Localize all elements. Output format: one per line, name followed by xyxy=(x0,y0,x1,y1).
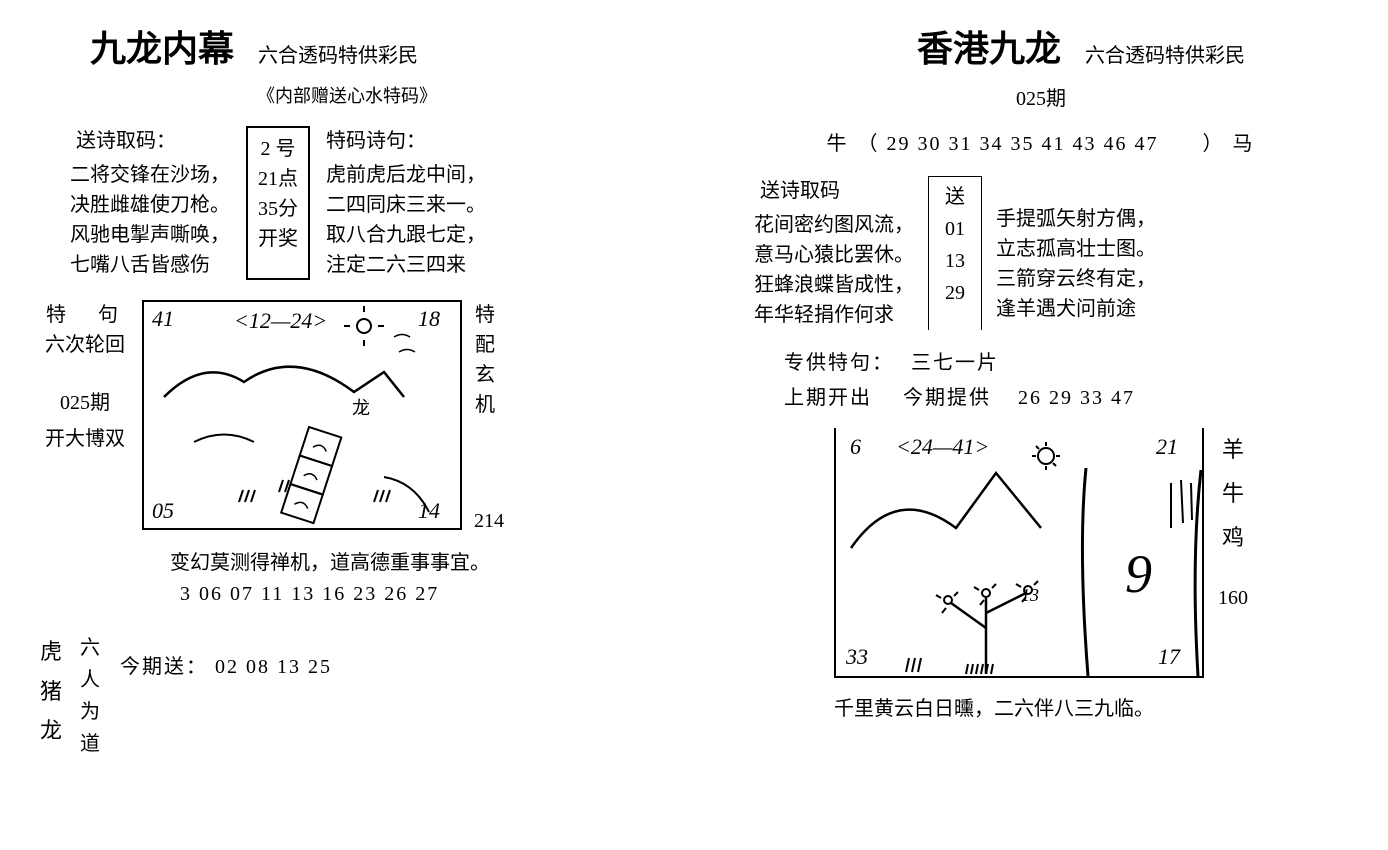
r-poem2-line: 手提弧矢射方偶， xyxy=(996,204,1156,234)
sketch-svg-icon: 龙 xyxy=(144,302,464,532)
left-panel: 九龙内幕 六合透码特供彩民 《内部赠送心水特码》 送诗取码： 二将交锋在沙场， … xyxy=(0,0,694,780)
left-poem1: 送诗取码： 二将交锋在沙场， 决胜雌雄使刀枪。 风驰电掣声嘶唤， 七嘴八舌皆感伤 xyxy=(70,126,230,280)
r-numbox-cell: 29 xyxy=(939,277,971,309)
poem2-header: 特码诗句： xyxy=(326,126,486,156)
left-numbox: 2 号 21点 35分 开奖 xyxy=(246,126,310,280)
left-mid-leftcol: 特 句 六次轮回 025期 开大博双 xyxy=(40,300,130,454)
line-b-nums: 26 29 33 47 xyxy=(1018,387,1135,409)
leftcol-line: 六次轮回 xyxy=(40,330,130,360)
send-label: 今期送： xyxy=(120,656,208,678)
poem1-line: 七嘴八舌皆感伤 xyxy=(70,250,230,280)
right-sketch-row: 6 <24—41> 21 33 17 9 13 xyxy=(834,428,1358,678)
right-panel: 香港九龙 六合透码特供彩民 025期 牛 （ 29 30 31 34 35 41… xyxy=(694,0,1388,780)
zodiac-b: 马 xyxy=(1233,133,1256,155)
r-numbox-cell: 送 xyxy=(939,181,971,213)
line-b-a: 上期开出 xyxy=(784,387,872,409)
zodiac: 虎 xyxy=(40,632,62,672)
poem1-header: 送诗取码： xyxy=(76,126,230,156)
r-zodiac: 鸡 xyxy=(1218,516,1248,560)
leftcol-line: 开大博双 xyxy=(40,424,130,454)
left-poem-row: 送诗取码： 二将交锋在沙场， 决胜雌雄使刀枪。 风驰电掣声嘶唤， 七嘴八舌皆感伤… xyxy=(70,126,624,280)
poem2-line: 虎前虎后龙中间， xyxy=(326,160,486,190)
numbox-cell: 21点 xyxy=(258,164,298,194)
right-poem-row: 送诗取码 花间密约图风流， 意马心猿比罢休。 狂蜂浪蝶皆成性， 年华轻捐作何求 … xyxy=(754,176,1328,330)
zodiac: 龙 xyxy=(40,711,62,751)
left-title-row: 九龙内幕 六合透码特供彩民 xyxy=(30,20,664,72)
poem1-line: 决胜雌雄使刀枪。 xyxy=(70,190,230,220)
left-sketch-frame: 41 <12—24> 18 05 14 xyxy=(142,300,462,530)
r-poem2-line: 立志孤高壮士图。 xyxy=(996,234,1156,264)
numbox-cell: 2 号 xyxy=(258,134,298,164)
leftcol-issue: 025期 xyxy=(40,388,130,418)
zodiac: 猪 xyxy=(40,672,62,712)
r-poem1-line: 狂蜂浪蝶皆成性， xyxy=(754,270,914,300)
right-numbox: 送 01 13 29 xyxy=(928,176,982,330)
right-sketch-frame: 6 <24—41> 21 33 17 9 13 xyxy=(834,428,1204,678)
r-poem1-line: 年华轻捐作何求 xyxy=(754,300,914,330)
r-poem1-line: 意马心猿比罢休。 xyxy=(754,240,914,270)
left-send: 今期送： 02 08 13 25 xyxy=(120,650,332,679)
rightcol-text: 特配玄机 xyxy=(474,300,502,420)
left-mid-rightcol: 特配玄机 214 xyxy=(474,300,502,536)
right-line-a: 专供特句： 三七一片 xyxy=(784,346,1358,375)
left-zodiac-col: 虎 猪 龙 xyxy=(40,632,62,751)
left-mid-section: 特 句 六次轮回 025期 开大博双 41 <12—24> 18 05 14 xyxy=(40,300,664,536)
right-poem1: 送诗取码 花间密约图风流， 意马心猿比罢休。 狂蜂浪蝶皆成性， 年华轻捐作何求 xyxy=(754,176,914,330)
line-a-label: 专供特句： xyxy=(784,352,894,374)
rightcol-num: 214 xyxy=(474,506,502,536)
right-poem2: 手提弧矢射方偶， 立志孤高壮士图。 三箭穿云终有定， 逢羊遇犬问前途 xyxy=(996,204,1156,330)
r-poem1-header: 送诗取码 xyxy=(760,176,914,206)
poem2-line: 二四同床三来一。 xyxy=(326,190,486,220)
r-poem2-line: 逢羊遇犬问前途 xyxy=(996,294,1156,324)
line-a-val: 三七一片 xyxy=(911,352,999,374)
left-poem2: 特码诗句： 虎前虎后龙中间， 二四同床三来一。 取八合九跟七定， 注定二六三四来 xyxy=(326,126,486,280)
numbox-cell: 35分 xyxy=(258,194,298,224)
left-bottom-row: 虎 猪 龙 六人为道 今期送： 02 08 13 25 xyxy=(40,632,664,760)
right-line-b: 上期开出 今期提供 26 29 33 47 xyxy=(784,381,1358,410)
r-zodiac: 羊 xyxy=(1218,428,1248,472)
numbox-cell: 开奖 xyxy=(258,224,298,254)
zodiac-a: 牛 xyxy=(827,133,850,155)
line-b-b: 今期提供 xyxy=(903,387,991,409)
left-title: 九龙内幕 xyxy=(90,20,234,72)
right-caption: 千里黄云白日曛，二六伴八三九临。 xyxy=(834,692,1358,721)
zodiac-nums: （ 29 30 31 34 35 41 43 46 47 ） xyxy=(858,133,1225,155)
right-title: 香港九龙 xyxy=(917,20,1061,72)
right-title-row: 香港九龙 六合透码特供彩民 xyxy=(724,20,1358,72)
r-sketch-svg-icon xyxy=(836,428,1206,678)
right-subtitle: 六合透码特供彩民 xyxy=(1085,39,1245,72)
r-poem2-line: 三箭穿云终有定， xyxy=(996,264,1156,294)
poem2-line: 注定二六三四来 xyxy=(326,250,486,280)
left-subtitle: 六合透码特供彩民 xyxy=(258,39,418,72)
left-sketch: 41 <12—24> 18 05 14 xyxy=(142,300,462,530)
r-numbox-cell: 13 xyxy=(939,245,971,277)
left-vfour: 六人为道 xyxy=(80,632,102,760)
right-zodiac-line: 牛 （ 29 30 31 34 35 41 43 46 47 ） 马 xyxy=(724,127,1358,156)
leftcol-line: 特 句 xyxy=(40,300,130,330)
left-caption: 变幻莫测得禅机，道高德重事事宜。 xyxy=(170,546,664,575)
poem1-line: 二将交锋在沙场， xyxy=(70,160,230,190)
r-side-num: 160 xyxy=(1218,578,1248,618)
send-nums: 02 08 13 25 xyxy=(215,656,332,678)
r-numbox-cell: 01 xyxy=(939,213,971,245)
left-num-row: 3 06 07 11 13 16 23 26 27 xyxy=(180,583,664,606)
r-zodiac: 牛 xyxy=(1218,472,1248,516)
left-gift-line: 《内部赠送心水特码》 xyxy=(30,82,664,108)
right-side-col: 羊 牛 鸡 160 xyxy=(1218,428,1248,618)
right-issue: 025期 xyxy=(724,82,1358,111)
sketch-mark: 龙 xyxy=(352,398,370,418)
poem2-line: 取八合九跟七定， xyxy=(326,220,486,250)
r-poem1-line: 花间密约图风流， xyxy=(754,210,914,240)
poem1-line: 风驰电掣声嘶唤， xyxy=(70,220,230,250)
